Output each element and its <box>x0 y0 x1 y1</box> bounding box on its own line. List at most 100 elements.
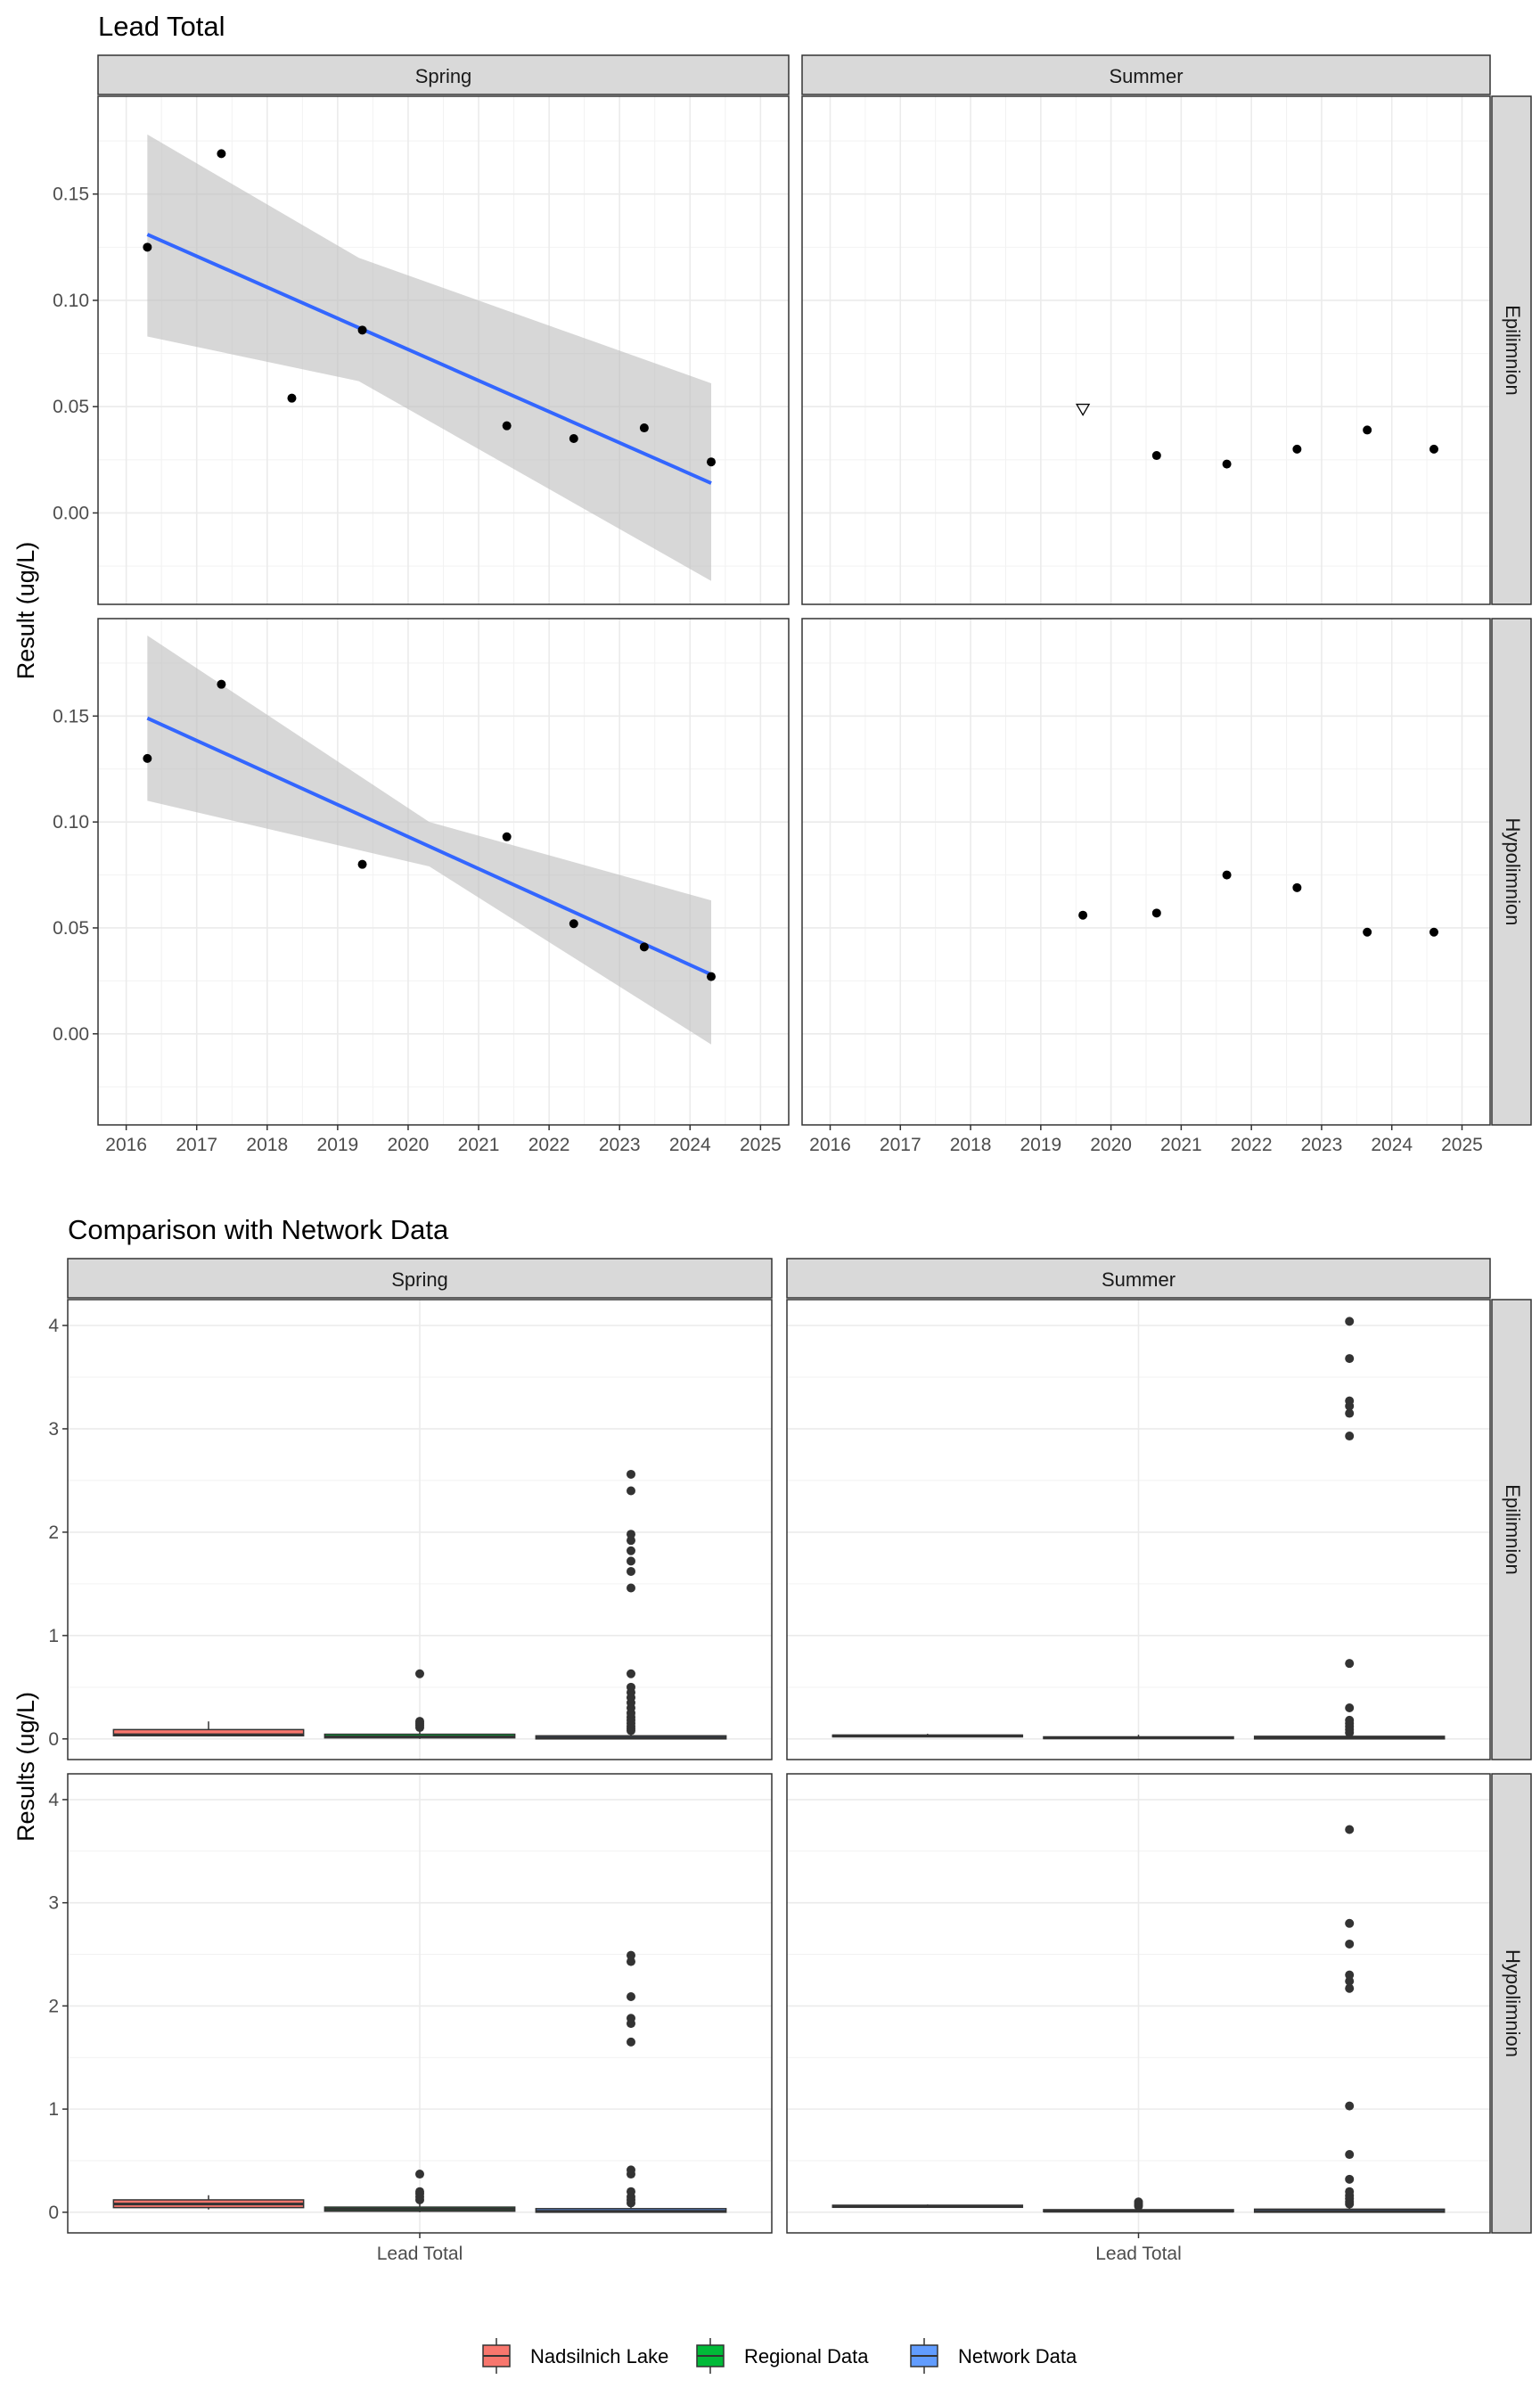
outlier-point <box>1345 1918 1355 1928</box>
boxplot-comparison-chart: Spring Summer Epilimnion Hypolimnion 0 1 2 3 4 0 1… <box>12 1258 1532 2264</box>
x-tick-label: Lead Total <box>1095 2244 1182 2264</box>
facet-label-epilimnion: Epilimnion <box>1502 305 1524 396</box>
y-tick-label: 2 <box>48 1996 59 2016</box>
outlier-point <box>627 1469 635 1479</box>
x-tick-label: 2020 <box>1090 1135 1132 1155</box>
data-point <box>502 832 512 841</box>
trend-line <box>146 233 712 485</box>
confidence-ribbon <box>147 636 712 1045</box>
outlier-point <box>1345 1939 1355 1949</box>
y-tick-label: 0.15 <box>53 706 89 726</box>
data-point <box>569 919 578 929</box>
data-point <box>569 433 578 443</box>
legend-label: Network Data <box>958 2345 1077 2367</box>
outlier-point <box>1345 1408 1355 1418</box>
outlier-point <box>1345 2187 1355 2196</box>
data-point <box>1151 908 1161 918</box>
legend-item-regional-data: Regional Data <box>696 2338 869 2374</box>
facet-label-epilimnion: Epilimnion <box>1502 1484 1524 1575</box>
legend-label: Regional Data <box>744 2345 869 2367</box>
facet-strip-epilimnion <box>1491 1299 1532 1760</box>
x-tick-label: 2017 <box>176 1135 217 1155</box>
outlier-point <box>627 1950 635 1960</box>
x-tick-label: 2025 <box>1441 1135 1483 1155</box>
y-tick-label: 2 <box>48 1522 59 1543</box>
x-tick-label: 2022 <box>528 1135 570 1155</box>
panel-border <box>801 95 1491 605</box>
y-tick-label: 3 <box>48 1419 59 1440</box>
boxplot-nadsilnich-lake <box>831 1734 1024 1738</box>
facet-strip-summer <box>786 1258 1491 1299</box>
outlier-point <box>1134 2197 1143 2207</box>
outlier-point <box>1345 1396 1355 1406</box>
y-axis-title: Result (ug/L) <box>12 542 39 680</box>
outlier-point <box>1345 1976 1355 1986</box>
boxplot-network-data <box>535 1469 727 1740</box>
x-tick-label: 2019 <box>1020 1135 1061 1155</box>
facet-label-spring: Spring <box>415 65 472 87</box>
outlier-point <box>1345 2174 1355 2184</box>
data-point <box>639 942 649 952</box>
data-point <box>217 679 226 689</box>
facet-label-hypolimnion: Hypolimnion <box>1502 1949 1524 2057</box>
bottom-chart-title: Comparison with Network Data <box>68 1214 449 1245</box>
trend-line <box>146 716 712 977</box>
y-axis-title: Results (ug/L) <box>12 1692 39 1842</box>
x-tick-label: 2017 <box>880 1135 922 1155</box>
x-tick-label: 2021 <box>458 1135 500 1155</box>
outlier-point <box>627 1546 635 1555</box>
data-point <box>217 149 226 159</box>
y-tick-label: 0 <box>48 2203 59 2223</box>
data-point <box>357 325 367 335</box>
panel-border <box>97 618 790 1126</box>
data-point <box>1292 444 1302 454</box>
facet-strip-hypolimnion <box>1491 1773 1532 2234</box>
facet-strip-summer <box>801 54 1491 95</box>
outlier-point <box>627 1536 635 1546</box>
data-point <box>502 421 512 431</box>
outlier-point <box>1345 1354 1355 1364</box>
data-point <box>287 393 297 403</box>
x-tick-label: 2022 <box>1231 1135 1273 1155</box>
outlier-point <box>627 1530 635 1539</box>
outlier-point <box>1345 1703 1355 1713</box>
legend-item-nadsilnich-lake: Nadsilnich Lake <box>482 2338 668 2374</box>
boxplot-nadsilnich-lake <box>831 2204 1024 2209</box>
panel-summer-hypolimnion: 2016 2017 2018 2019 2020 2021 2022 2023 2024 2025 <box>801 618 1491 1155</box>
y-tick-label: 3 <box>48 1893 59 1914</box>
x-tick-label: 2019 <box>317 1135 359 1155</box>
outlier-point <box>1345 1983 1355 1993</box>
outlier-point <box>1345 2101 1355 2111</box>
panel-spring-hypolimnion: 0 1 2 3 4 Lead Total <box>48 1773 773 2264</box>
facet-label-summer: Summer <box>1102 1268 1175 1291</box>
outlier-point <box>627 2014 635 2023</box>
data-point-nondetect <box>1075 403 1091 416</box>
x-tick-label: 2024 <box>1371 1135 1413 1155</box>
facet-label-summer: Summer <box>1109 65 1183 87</box>
outlier-point <box>627 1556 635 1566</box>
boxplot-regional-data <box>1043 2197 1234 2213</box>
data-point <box>143 242 152 252</box>
facet-strip-spring <box>97 54 790 95</box>
outlier-point <box>1345 1659 1355 1669</box>
x-tick-label: Lead Total <box>377 2244 463 2264</box>
data-point <box>1222 870 1232 880</box>
panel-border <box>97 95 790 605</box>
outlier-point <box>415 2187 424 2196</box>
facet-label-spring: Spring <box>391 1268 448 1291</box>
y-tick-label: 0.10 <box>53 291 89 311</box>
outlier-point <box>627 1566 635 1576</box>
x-tick-label: 2025 <box>740 1135 782 1155</box>
outlier-point <box>415 1717 424 1727</box>
y-tick-label: 1 <box>48 2099 59 2120</box>
outlier-point <box>627 1957 635 1966</box>
outlier-point <box>415 2170 424 2179</box>
facet-label-hypolimnion: Hypolimnion <box>1502 817 1524 925</box>
y-tick-label: 0.00 <box>53 503 89 523</box>
outlier-point <box>627 1991 635 2001</box>
boxplot-regional-data <box>324 2170 516 2212</box>
panel-spring-hypolimnion: 0.00 0.05 0.10 0.15 2016 2017 2018 2019 2020 2021… <box>53 618 790 1155</box>
facet-strip-epilimnion <box>1491 95 1532 605</box>
x-tick-label: 2016 <box>809 1135 851 1155</box>
